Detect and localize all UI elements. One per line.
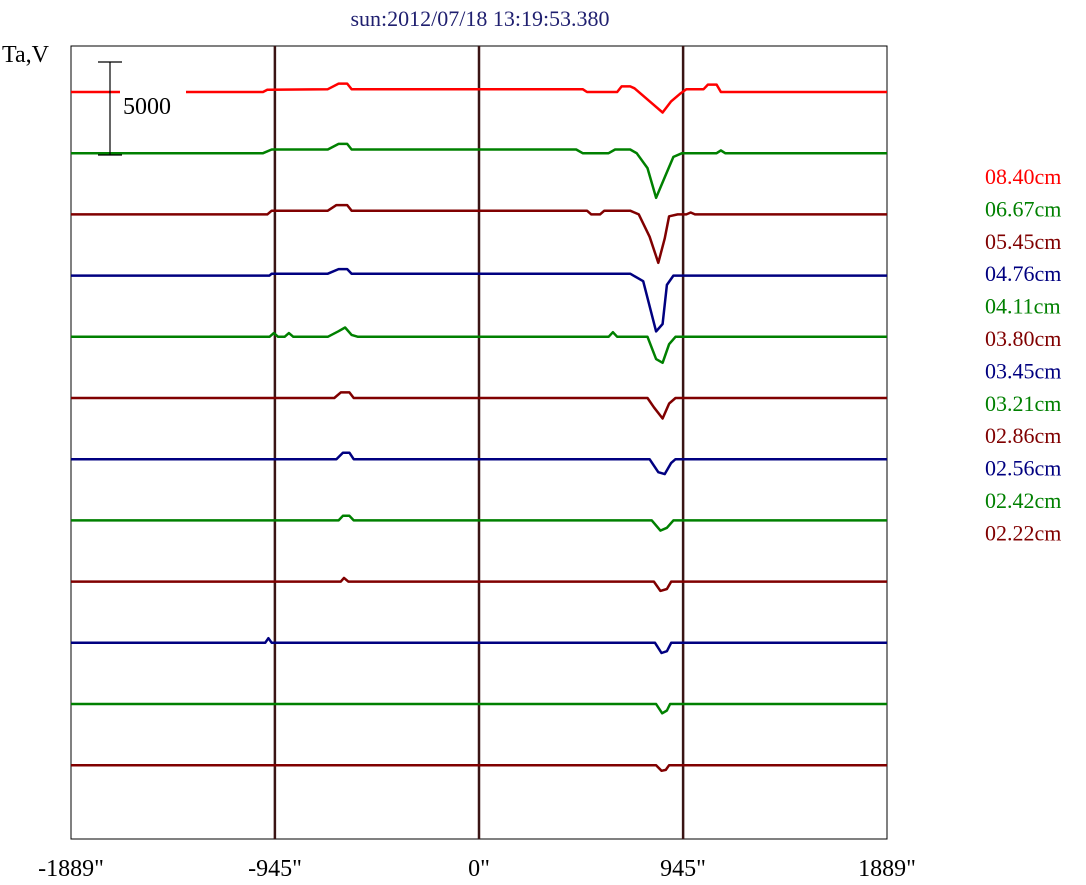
series-line-03.80cm bbox=[71, 391, 887, 420]
series-line-02.86cm bbox=[71, 576, 887, 593]
series-line-06.67cm bbox=[71, 142, 887, 200]
scale-bar: 5000 bbox=[98, 61, 186, 156]
scale-bar-label: 5000 bbox=[123, 94, 171, 120]
legend-entry: 03.80cm bbox=[985, 326, 1061, 351]
series-line-03.21cm bbox=[71, 514, 887, 532]
legend-entry: 02.22cm bbox=[985, 520, 1061, 545]
series-line-04.76cm bbox=[71, 267, 887, 333]
legend-entry: 02.86cm bbox=[985, 423, 1061, 448]
series-line-02.42cm bbox=[71, 702, 887, 715]
x-tick-labels: -1889" -945" 0" 945" 1889" bbox=[38, 856, 916, 882]
legend: 08.40cm 06.67cm 05.45cm 04.76cm 04.11cm 03.80… bbox=[985, 164, 1061, 545]
legend-entry: 02.42cm bbox=[985, 488, 1061, 513]
series-line-05.45cm bbox=[71, 203, 887, 265]
legend-entry: 06.67cm bbox=[985, 196, 1061, 221]
x-tick-label: 945" bbox=[660, 856, 706, 882]
scale-bar-label-bg bbox=[120, 82, 186, 118]
legend-entry: 04.76cm bbox=[985, 261, 1061, 286]
series-line-02.22cm bbox=[71, 763, 887, 773]
vertical-reference-lines bbox=[273, 46, 685, 839]
legend-entry: 04.11cm bbox=[985, 294, 1061, 319]
series-line-08.40cm bbox=[71, 82, 887, 114]
legend-entry: 02.56cm bbox=[985, 456, 1061, 481]
series-line-03.45cm bbox=[71, 451, 887, 476]
x-tick-label: 0" bbox=[468, 856, 490, 882]
series-group bbox=[71, 82, 887, 773]
series-line-04.11cm bbox=[71, 326, 887, 365]
legend-entry: 08.40cm bbox=[985, 164, 1061, 189]
legend-entry: 05.45cm bbox=[985, 229, 1061, 254]
x-tick-label: -945" bbox=[248, 856, 302, 882]
legend-entry: 03.45cm bbox=[985, 358, 1061, 383]
x-tick-label: 1889" bbox=[858, 856, 916, 882]
chart-title: sun:2012/07/18 13:19:53.380 bbox=[350, 6, 609, 31]
legend-entry: 03.21cm bbox=[985, 391, 1061, 416]
y-axis-label: Ta,V bbox=[2, 42, 50, 68]
series-line-02.56cm bbox=[71, 636, 887, 655]
x-tick-label: -1889" bbox=[38, 856, 104, 882]
